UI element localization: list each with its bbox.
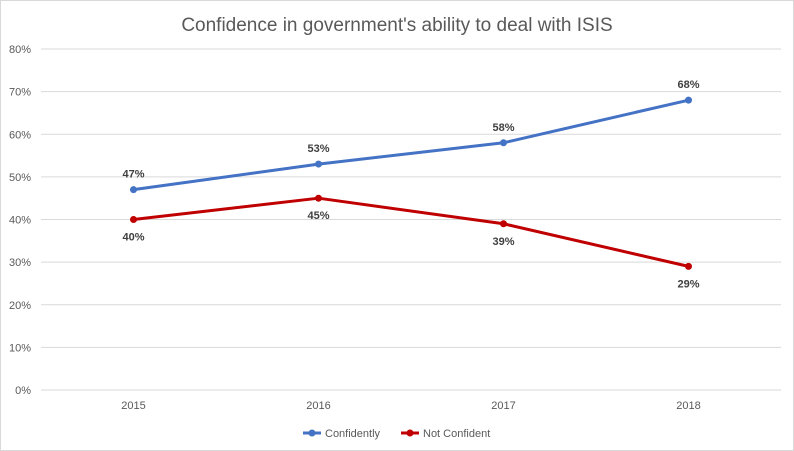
data-point bbox=[130, 216, 137, 223]
legend-label: Confidently bbox=[325, 428, 381, 440]
data-label: 39% bbox=[492, 236, 514, 248]
x-tick-label: 2015 bbox=[121, 400, 145, 412]
y-tick-label: 20% bbox=[9, 300, 31, 312]
data-labels: 47% 53% 58% 68% 40% 45% 39% 29% bbox=[122, 79, 699, 290]
data-point bbox=[315, 160, 322, 168]
chart-title: Confidence in government's ability to de… bbox=[181, 15, 612, 36]
y-tick-label: 40% bbox=[9, 215, 31, 227]
data-label: 68% bbox=[677, 79, 699, 91]
y-tick-label: 10% bbox=[9, 342, 31, 354]
data-label: 53% bbox=[307, 143, 329, 155]
data-point bbox=[500, 220, 507, 228]
legend-swatch-marker bbox=[406, 429, 414, 437]
data-label: 47% bbox=[122, 169, 144, 181]
series-layer bbox=[130, 96, 692, 270]
data-point bbox=[130, 186, 137, 194]
y-tick-label: 0% bbox=[15, 385, 31, 397]
legend-swatch-marker bbox=[308, 429, 316, 437]
legend: Confidently Not Confident bbox=[303, 428, 490, 440]
series-line bbox=[132, 98, 690, 192]
y-tick-label: 30% bbox=[9, 257, 31, 269]
gridlines bbox=[41, 48, 781, 391]
y-tick-label: 60% bbox=[9, 129, 31, 141]
data-label: 29% bbox=[677, 278, 699, 290]
data-point bbox=[500, 139, 507, 147]
data-label: 40% bbox=[122, 232, 144, 244]
series-line bbox=[132, 196, 690, 268]
x-tick-label: 2018 bbox=[676, 400, 700, 412]
x-tick-label: 2016 bbox=[306, 400, 330, 412]
data-label: 58% bbox=[492, 122, 514, 134]
y-tick-label: 80% bbox=[9, 44, 31, 56]
y-tick-label: 50% bbox=[9, 172, 31, 184]
data-point bbox=[685, 262, 692, 270]
data-label: 45% bbox=[307, 210, 329, 222]
y-tick-label: 70% bbox=[9, 87, 31, 99]
legend-item: Not Confident bbox=[401, 428, 490, 440]
x-tick-label: 2017 bbox=[491, 400, 515, 412]
y-axis-ticks: 0% 10% 20% 30% 40% 50% 60% 70% 80% bbox=[9, 44, 31, 397]
data-point bbox=[315, 194, 322, 202]
legend-label: Not Confident bbox=[423, 428, 490, 440]
data-point bbox=[685, 96, 692, 104]
x-axis-ticks: 2015 2016 2017 2018 bbox=[121, 400, 700, 412]
legend-item: Confidently bbox=[303, 428, 381, 440]
